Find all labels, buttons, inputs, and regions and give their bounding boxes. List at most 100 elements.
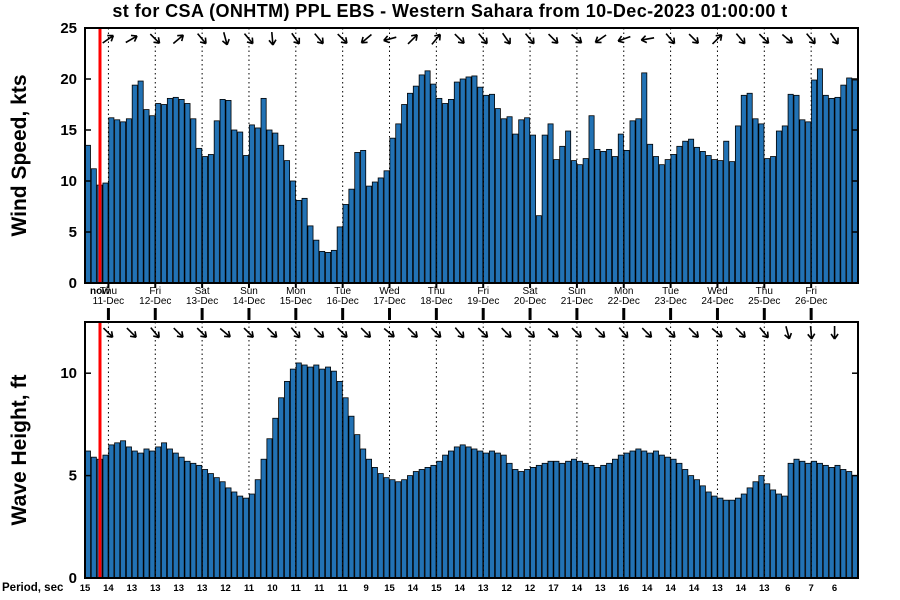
period-value: 14	[642, 583, 653, 594]
wave-height-bar	[172, 452, 179, 579]
wind-speed-bar	[770, 156, 777, 284]
period-value: 13	[478, 583, 489, 594]
wave-height-bar	[243, 497, 250, 579]
figure-title: st for CSA (ONHTM) PPL EBS - Western Sah…	[112, 1, 788, 21]
wave-height-bar	[313, 364, 320, 579]
wave-height-bar	[430, 464, 437, 579]
wind-speed-bar	[202, 156, 209, 284]
wave-height-bar	[664, 456, 671, 579]
x-tick-dow-label: Sun	[240, 286, 258, 297]
wind-speed-bar	[811, 79, 818, 284]
wave-height-bar	[143, 448, 150, 579]
wind-speed-bar	[746, 92, 753, 284]
wind-speed-bar	[489, 93, 495, 284]
y-axis-label: Wave Height, ft	[8, 375, 31, 526]
wind-speed-bar	[764, 158, 771, 284]
wind-speed-bar	[553, 159, 560, 284]
wind-speed-bar	[371, 181, 378, 284]
wind-speed-bar	[635, 118, 642, 284]
period-value: 13	[197, 583, 208, 594]
wave-height-bar	[266, 438, 273, 579]
wind-speed-bar	[705, 155, 712, 284]
wave-height-bar	[652, 450, 659, 579]
wave-height-bar	[752, 481, 759, 579]
wind-speed-bar	[729, 161, 736, 284]
wave-height-bar	[442, 454, 449, 579]
wave-height-bar	[114, 442, 121, 579]
direction-arrow-icon	[478, 33, 488, 45]
y-tick-label: 5	[69, 224, 77, 241]
axes-box	[84, 27, 859, 284]
direction-arrow-icon	[126, 327, 137, 339]
wind-speed-bar	[524, 117, 531, 284]
period-value: 14	[689, 583, 700, 594]
direction-arrow-icon	[290, 327, 301, 339]
wave-height-bar	[360, 448, 367, 579]
wind-speed-bar	[190, 118, 197, 284]
direction-arrow-icon	[102, 34, 115, 44]
period-value: 15	[80, 583, 91, 594]
wave-height-bar	[576, 460, 583, 579]
direction-arrow-icon	[337, 33, 348, 45]
wind-speed-bar	[571, 160, 577, 284]
wind-speed-bar	[576, 164, 583, 284]
y-tick-label: 0	[69, 570, 77, 587]
direction-arrow-icon	[172, 34, 185, 45]
wave-height-bar	[787, 462, 794, 579]
direction-arrow-icon	[149, 33, 161, 45]
direction-arrow-icon	[266, 327, 278, 339]
wind-speed-chart: 0 5 10 15 20 25 Wind Speed, kts	[8, 20, 859, 292]
x-tick-date-label: 11-Dec	[93, 296, 125, 307]
wind-speed-bar	[740, 94, 747, 284]
wind-speed-bar	[652, 156, 659, 284]
wind-speed-bar	[301, 197, 308, 284]
wind-speed-bar	[471, 75, 478, 284]
wind-speed-bar	[500, 118, 507, 284]
wind-speed-bar	[453, 81, 460, 284]
wave-height-bar	[658, 454, 665, 579]
x-tick-date-label: 13-Dec	[186, 296, 218, 307]
wind-speed-bar	[594, 148, 601, 284]
wave-height-bar	[125, 446, 132, 579]
wind-speed-bar	[248, 124, 255, 284]
wave-height-bar	[535, 464, 542, 579]
wind-speed-bar	[623, 149, 630, 284]
wave-height-bar	[102, 454, 109, 579]
direction-arrow-icon	[665, 33, 676, 45]
period-value: 9	[363, 583, 368, 594]
wave-height-bar	[840, 469, 847, 579]
wave-height-bar	[524, 469, 531, 579]
x-tick-dow-label: Thu	[756, 286, 773, 297]
wind-speed-bar	[131, 84, 138, 284]
direction-arrow-icon	[454, 327, 465, 339]
period-value: 15	[431, 583, 442, 594]
wind-speed-bar	[266, 129, 273, 284]
wind-speed-bar	[793, 94, 800, 284]
wave-height-bar	[260, 458, 267, 579]
wave-height-bar	[389, 479, 396, 579]
wave-height-bar	[506, 462, 513, 579]
wind-speed-bar	[289, 180, 296, 284]
direction-arrow-icon	[618, 327, 629, 339]
wave-height-chart: 0 5 10 Wave Height, ft	[8, 321, 859, 587]
wind-speed-bar	[319, 250, 326, 284]
period-value: 15	[384, 583, 395, 594]
wind-speed-bar	[559, 145, 566, 284]
wave-height-bar	[647, 452, 654, 579]
wind-speed-bar	[723, 140, 730, 284]
wind-speed-bar	[582, 158, 589, 284]
wind-speed-bar	[166, 97, 173, 284]
direction-arrow-icon	[571, 327, 582, 339]
wave-height-bar	[489, 450, 495, 579]
wave-height-bar	[512, 469, 519, 579]
wave-height-bar	[395, 481, 402, 579]
direction-arrow-icon	[758, 33, 770, 45]
wind-speed-bar	[676, 145, 683, 284]
y-tick-label: 25	[60, 20, 77, 37]
wave-height-bar	[600, 464, 607, 579]
x-tick-dow-label: Thu	[100, 286, 117, 297]
wind-speed-bar	[834, 96, 841, 284]
direction-arrow-icon	[243, 33, 254, 45]
wave-height-bar	[407, 475, 413, 579]
